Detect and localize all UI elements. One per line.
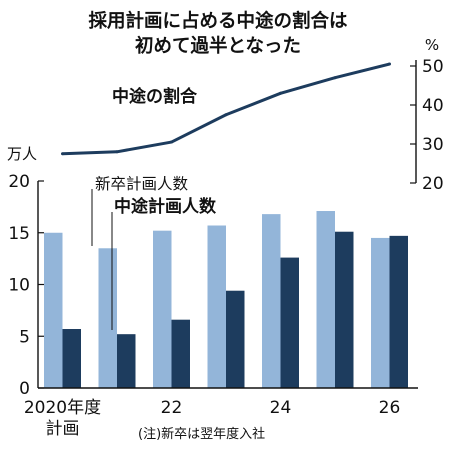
count-axis-tick-label: 10 (8, 276, 30, 296)
rate-axis-tick-label: 30 (422, 135, 444, 155)
rate-axis-tick-label: 20 (422, 174, 444, 194)
count-axis-tick-label: 20 (8, 172, 30, 192)
rate-point (224, 113, 228, 117)
rate-point (279, 91, 282, 95)
bar-shinsotsu (371, 237, 390, 388)
bar-chuto (171, 319, 190, 388)
rate-point (388, 62, 391, 66)
bar-shinsotsu (153, 230, 172, 388)
bar-chuto (226, 290, 245, 388)
legend-shinsotsu: 新卒計画人数 (95, 175, 189, 193)
count-axis-tick-label: 0 (19, 379, 30, 399)
count-axis-tick-label: 15 (8, 224, 30, 244)
rate-point (333, 76, 337, 80)
bar-chuto (117, 334, 136, 388)
rate-point (115, 150, 119, 154)
bar-shinsotsu (316, 211, 335, 388)
count-axis-tick-label: 5 (19, 327, 30, 347)
rate-line-layer (61, 62, 391, 156)
bar-chuto (62, 329, 81, 388)
rate-axis: % 20 30 40 50 (410, 36, 444, 194)
x-tick-label: 計画 (46, 419, 80, 439)
chart-title-line2: 初めて過半となった (135, 35, 301, 57)
rate-axis-tick-label: 50 (422, 57, 444, 77)
bar-shinsotsu (44, 232, 63, 388)
count-axis-unit: 万人 (7, 145, 37, 163)
bar-chuto (335, 231, 354, 388)
bars (44, 211, 408, 388)
bar-shinsotsu (262, 214, 281, 388)
x-tick-label: 26 (379, 398, 401, 418)
bar-shinsotsu (207, 225, 226, 388)
rate-series-label: 中途の割合 (112, 86, 198, 107)
chart-title-line1: 採用計画に占める中途の割合は (88, 10, 347, 32)
count-axis: 万人 0 5 10 15 20 (7, 145, 44, 399)
rate-axis-unit: % (425, 36, 439, 54)
bar-chuto (389, 235, 408, 388)
legend: 新卒計画人数 中途計画人数 (91, 175, 217, 330)
rate-point (170, 140, 173, 144)
legend-chuto: 中途計画人数 (114, 196, 217, 217)
rate-point (61, 152, 64, 156)
footnote: (注)新卒は翌年度入社 (138, 426, 265, 442)
x-tick-label: 24 (270, 398, 292, 418)
x-tick-label: 2020年度 (24, 398, 101, 418)
bar-shinsotsu (98, 248, 117, 388)
rate-line (62, 62, 390, 156)
x-tick-label: 22 (161, 398, 183, 418)
rate-axis-tick-label: 40 (422, 96, 444, 116)
bar-chuto (280, 257, 299, 388)
